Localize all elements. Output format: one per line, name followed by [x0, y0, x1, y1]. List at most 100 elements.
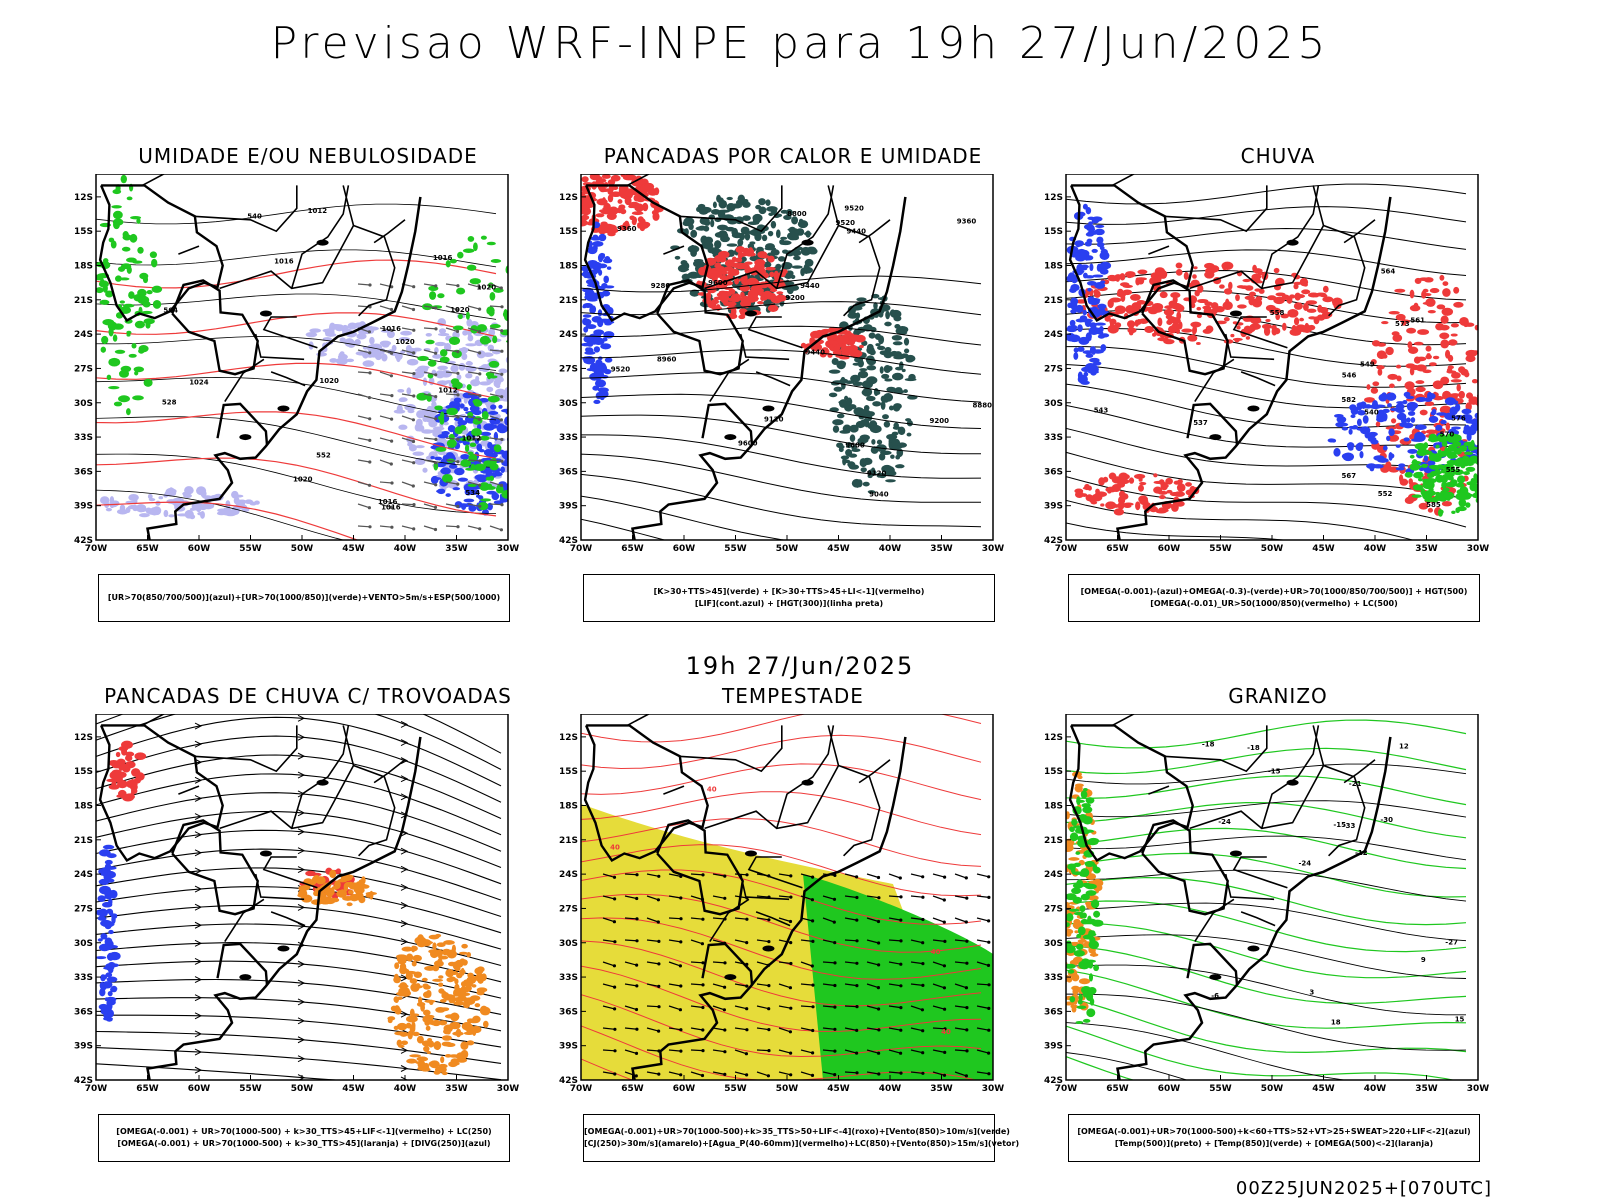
shaded-cell	[1080, 264, 1089, 269]
shaded-cell	[461, 959, 468, 966]
wind-vector-head	[810, 898, 814, 902]
shaded-cell	[455, 1028, 462, 1038]
streamline-arrow	[297, 790, 306, 798]
contour-label: 40	[941, 1028, 951, 1036]
shaded-cell	[604, 357, 613, 363]
wind-vector-head	[456, 482, 460, 486]
wind-vector	[932, 939, 945, 942]
shaded-cell	[151, 258, 158, 268]
shaded-cell	[438, 328, 447, 334]
legend-line: [OMEGA(-0.001) + UR>70(1000-500) + k>30_…	[117, 1139, 491, 1148]
y-tick-label: 36S	[74, 1007, 93, 1017]
shaded-cell	[775, 229, 781, 239]
shaded-cell	[448, 464, 458, 469]
wind-vector	[866, 917, 879, 923]
shaded-cell	[444, 1042, 456, 1048]
wind-vector-head	[456, 415, 460, 419]
map-tempestade: 4040404012S15S18S21S24S27S30S33S36S39S42…	[559, 714, 1004, 1094]
x-tick-label: 50W	[776, 544, 799, 554]
wind-vector	[954, 895, 967, 899]
wind-vector	[489, 437, 502, 441]
wind-vector-head	[877, 896, 881, 900]
streamline-arrow	[400, 902, 409, 909]
y-tick-label: 24S	[1044, 870, 1063, 880]
shaded-cell	[399, 989, 412, 997]
shaded-cell	[428, 377, 435, 386]
shaded-cell	[601, 174, 611, 179]
shaded-cell	[451, 944, 456, 953]
wind-vector	[800, 983, 814, 986]
contour-line	[1066, 227, 1467, 250]
wind-vector	[646, 1027, 659, 1032]
contour-line	[96, 409, 497, 459]
shaded-cell	[138, 348, 145, 354]
legend-line: [K>30+TTS>45](verde) + [K>30+TTS>45+LI<-…	[653, 587, 925, 596]
wind-vector-head	[899, 1051, 903, 1055]
shaded-cell	[513, 452, 521, 459]
wind-vector-head	[789, 874, 793, 878]
streamline	[96, 735, 502, 803]
shaded-cell	[581, 176, 589, 183]
wind-vector-head	[833, 1073, 837, 1077]
shaded-cell	[1395, 364, 1402, 369]
shaded-cell	[474, 474, 487, 481]
wind-vector	[357, 371, 371, 374]
wind-vector-head	[368, 460, 372, 464]
shaded-cell	[1066, 333, 1076, 342]
shaded-cell	[1468, 446, 1478, 450]
x-tick-label: 55W	[724, 1084, 747, 1094]
shaded-cell	[1157, 317, 1163, 327]
low-level-humidity-east	[416, 235, 523, 511]
shaded-cell	[893, 355, 905, 360]
shaded-cell	[365, 893, 372, 898]
country-border	[262, 316, 318, 349]
shaded-cell	[1440, 339, 1450, 349]
shaded-cell	[882, 414, 889, 420]
shaded-cell	[445, 260, 451, 268]
shaded-cell	[437, 1007, 450, 1011]
wind-vector	[379, 305, 392, 311]
shaded-cell	[516, 456, 523, 464]
shaded-cell	[1094, 281, 1106, 289]
shaded-cell	[735, 257, 743, 263]
wind-vector	[734, 1005, 747, 1010]
legend-line: [UR>70(850/700/500)](azul)+[UR>70(1000/8…	[107, 593, 501, 602]
shaded-cell	[427, 359, 437, 367]
shaded-cell	[1085, 232, 1095, 237]
shaded-cell	[111, 762, 123, 769]
shaded-cell	[1077, 346, 1085, 352]
shaded-cell	[770, 206, 778, 215]
shaded-cell	[309, 328, 322, 333]
wind-vector	[888, 939, 902, 942]
shaded-cell	[1451, 510, 1456, 515]
shaded-cell	[114, 775, 123, 783]
streamline-arrow	[194, 740, 203, 748]
wind-vector-head	[899, 984, 903, 988]
shaded-cell	[1087, 915, 1092, 924]
shaded-cell	[1366, 384, 1371, 390]
shaded-cell	[718, 271, 728, 275]
shaded-cell	[457, 313, 463, 320]
shaded-cell	[859, 458, 868, 468]
shaded-cell	[1461, 413, 1473, 422]
shaded-cell	[1066, 932, 1072, 937]
shaded-cell	[612, 185, 619, 191]
shaded-cell	[757, 301, 764, 305]
shaded-cell	[747, 221, 760, 225]
shaded-cell	[1104, 315, 1111, 322]
shaded-cell	[515, 312, 522, 318]
shaded-cell	[712, 201, 717, 209]
y-tick-label: 33S	[1044, 973, 1063, 983]
shaded-cell	[439, 998, 447, 1003]
shaded-cell	[1144, 325, 1154, 334]
wind-vector	[401, 415, 414, 421]
shaded-cell	[1469, 350, 1478, 355]
shaded-cell	[792, 235, 800, 241]
shaded-cell	[244, 499, 254, 505]
shaded-cell	[1126, 320, 1136, 328]
wind-vector	[778, 1071, 791, 1076]
shaded-cell	[459, 969, 466, 974]
contour-line	[1066, 1022, 1348, 1080]
shaded-cell	[903, 389, 908, 394]
